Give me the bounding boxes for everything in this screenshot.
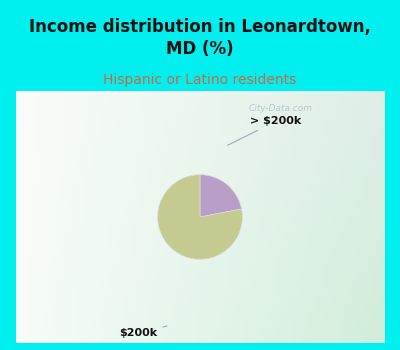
Text: Hispanic or Latino residents: Hispanic or Latino residents [103,73,297,87]
Text: > $200k: > $200k [228,116,302,145]
Text: $200k: $200k [119,326,167,338]
Text: Income distribution in Leonardtown,
MD (%): Income distribution in Leonardtown, MD (… [29,18,371,58]
Wedge shape [200,175,242,217]
Wedge shape [158,175,242,259]
Text: City-Data.com: City-Data.com [249,104,313,113]
